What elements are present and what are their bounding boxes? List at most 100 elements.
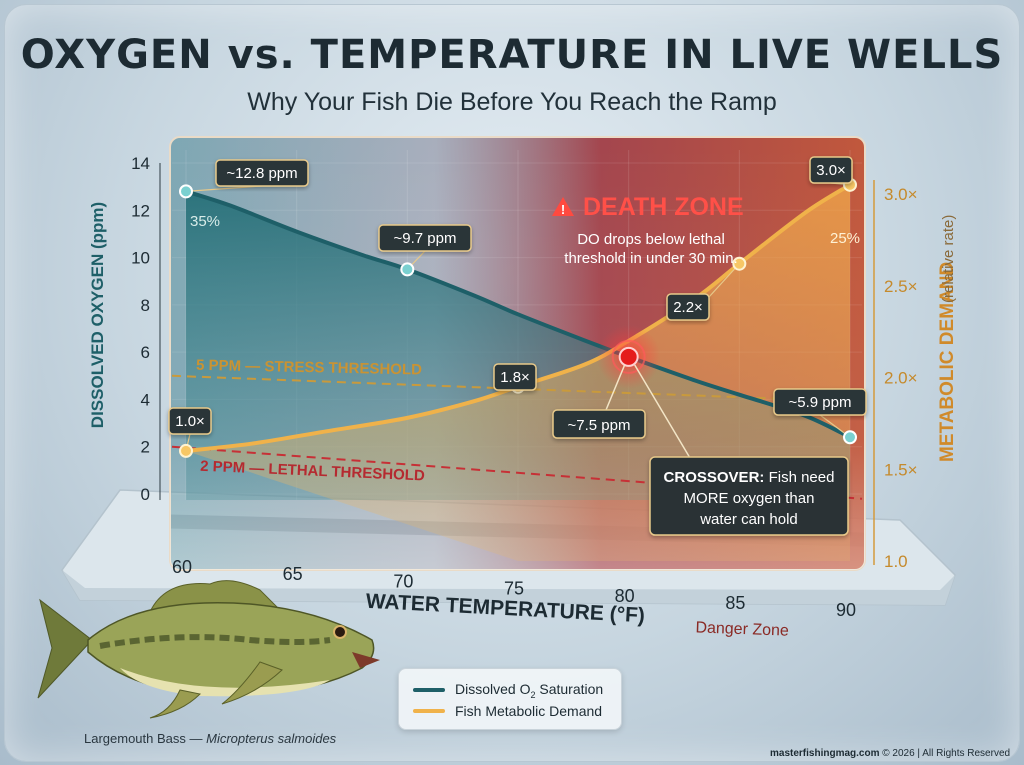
y-right-axis-ticks: 1.0 1.5× 2.0× 2.5× 3.0× xyxy=(873,180,918,571)
y-left-axis-ticks: 0 2 4 6 8 10 12 14 xyxy=(131,154,161,504)
crossover-line-3: water can hold xyxy=(699,511,798,528)
metabolic-value-callout-text: 2.2× xyxy=(673,299,703,316)
metabolic-value-callout-text: 1.0× xyxy=(175,413,205,430)
oxygen-value-callout: ~12.8 ppm xyxy=(215,159,309,187)
metabolic-value-callout-box xyxy=(168,407,212,435)
metabolic-value-callout: 2.2× xyxy=(666,293,710,321)
oxygen-marker-point xyxy=(179,184,193,199)
metabolic-value-callout: 1.0× xyxy=(168,407,212,435)
y-right-tick-label: 2.5× xyxy=(884,277,918,296)
legend-item-oxygen: Dissolved O2 Saturation xyxy=(413,681,603,699)
crossover-bold-label: CROSSOVER: xyxy=(664,469,765,486)
y-right-tick-label: 3.0× xyxy=(884,185,918,204)
y-left-tick-label: 4 xyxy=(141,390,150,409)
platform-base-edge xyxy=(62,570,955,605)
metabolic-marker-point xyxy=(732,256,747,271)
y-left-tick-label: 2 xyxy=(141,438,150,457)
x-tick-label: 65 xyxy=(283,564,303,584)
oxygen-percent-label: 35% xyxy=(190,213,220,230)
crossover-line-2: MORE oxygen than xyxy=(684,490,815,507)
copyright-notice: masterfishingmag.com © 2026 | All Rights… xyxy=(770,748,1011,759)
legend-swatch-metabolic xyxy=(413,709,445,713)
metabolic-markers: 1.0× 1.8× 2.2× 3.0× xyxy=(168,156,857,458)
oxygen-value-callout: ~5.9 ppm xyxy=(773,388,867,416)
metabolic-value-callout-text: 1.8× xyxy=(500,369,530,386)
oxygen-value-callout: ~9.7 ppm xyxy=(378,224,472,252)
crossover-line-1: Fish need xyxy=(764,469,834,486)
chart-legend: Dissolved O2 Saturation Fish Metabolic D… xyxy=(398,668,622,730)
metabolic-marker-point xyxy=(179,443,193,458)
y-left-tick-label: 10 xyxy=(131,249,150,268)
oxygen-marker-leader xyxy=(185,185,263,192)
metabolic-value-callout-box xyxy=(809,156,853,184)
crossover-value-leader-line xyxy=(605,364,626,411)
x-tick-label: 80 xyxy=(615,586,635,606)
metabolic-value-callout: 3.0× xyxy=(809,156,853,184)
bass-mouth xyxy=(352,652,380,668)
death-zone-callout: ! DEATH ZONE DO drops below lethal thres… xyxy=(552,193,744,267)
death-zone-line-1: DO drops below lethal xyxy=(577,231,725,248)
warning-exclamation: ! xyxy=(561,202,565,217)
bass-tail-fin xyxy=(37,598,93,699)
bass-lateral-stripe xyxy=(99,634,331,649)
legend-swatch-oxygen xyxy=(413,688,445,692)
metabolic-value-callout-box xyxy=(666,293,710,321)
crossover-value-callout: ~7.5 ppm xyxy=(552,409,646,439)
y-right-tick-label: 1.0 xyxy=(884,552,908,571)
oxygen-value-callout-box xyxy=(378,224,472,252)
legend-item-metabolic: Fish Metabolic Demand xyxy=(413,702,602,720)
legend-label-oxygen: Dissolved O2 Saturation xyxy=(455,680,604,700)
y-left-tick-label: 8 xyxy=(141,296,150,315)
oxygen-marker-point xyxy=(843,430,857,445)
bass-belly xyxy=(120,668,330,697)
y-left-tick-label: 12 xyxy=(131,201,150,220)
metabolic-value-callout-text: 3.0× xyxy=(816,162,846,179)
x-axis-note: Danger Zone xyxy=(695,619,789,639)
species-caption: Largemouth Bass — Micropterus salmoides xyxy=(84,731,337,746)
oxygen-value-callout-text: ~12.8 ppm xyxy=(226,165,297,182)
y-right-axis-label: METABOLIC DEMAND xyxy=(937,262,958,462)
y-left-tick-label: 0 xyxy=(141,485,150,504)
crossover-ring xyxy=(611,339,646,374)
y-left-axis-label: DISSOLVED OXYGEN (ppm) xyxy=(88,202,107,428)
x-tick-label: 90 xyxy=(836,600,856,620)
crossover-point xyxy=(618,346,639,367)
oxygen-markers: ~12.8 ppm ~9.7 ppm ~5.9 ppm xyxy=(179,159,867,445)
x-tick-label: 60 xyxy=(172,557,192,577)
infographic-frame xyxy=(4,4,1020,762)
x-tick-label: 75 xyxy=(504,579,524,599)
oxygen-value-callout-text: ~9.7 ppm xyxy=(394,230,457,247)
oxygen-marker-point xyxy=(400,262,415,277)
stress-threshold-label: 5 PPM — STRESS THRESHOLD xyxy=(196,357,422,379)
death-zone-line-2: threshold in under 30 min. xyxy=(564,250,737,267)
y-right-tick-label: 2.0× xyxy=(884,369,918,388)
largemouth-bass-illustration xyxy=(37,580,380,719)
oxygen-line xyxy=(185,189,851,440)
x-axis-ticks: 60 65 70 75 80 85 90 xyxy=(172,557,856,620)
bass-eye xyxy=(333,625,347,639)
warning-triangle-icon xyxy=(552,197,574,216)
x-tick-label: 85 xyxy=(725,593,745,613)
y-right-axis-sublabel: (relative rate) xyxy=(940,215,957,303)
crossover-note: CROSSOVER: Fish need MORE oxygen than wa… xyxy=(649,456,849,536)
bass-body xyxy=(87,602,375,696)
metabolic-line xyxy=(185,183,852,453)
crossover-leader-line xyxy=(634,364,691,459)
metabolic-value-callout: 1.8× xyxy=(493,363,537,391)
metabolic-percent-label: 25% xyxy=(830,230,860,247)
oxygen-value-callout-box xyxy=(215,159,309,187)
y-left-tick-label: 14 xyxy=(131,154,150,173)
bass-pectoral-fin xyxy=(221,661,283,705)
legend-label-metabolic: Fish Metabolic Demand xyxy=(455,703,603,719)
y-left-tick-label: 6 xyxy=(141,343,150,362)
page-subtitle: Why Your Fish Die Before You Reach the R… xyxy=(247,88,777,116)
oxygen-value-callout-text: ~5.9 ppm xyxy=(789,394,852,411)
oxygen-value-callout-box xyxy=(773,388,867,416)
x-tick-label: 70 xyxy=(393,571,413,591)
crossover-value-label: ~7.5 ppm xyxy=(568,417,631,434)
page-title: OXYGEN vs. TEMPERATURE IN LIVE WELLS xyxy=(20,32,1004,78)
metabolic-value-callout-box xyxy=(493,363,537,391)
death-zone-title: DEATH ZONE xyxy=(583,193,744,221)
bass-pelvic-fin xyxy=(149,689,202,719)
